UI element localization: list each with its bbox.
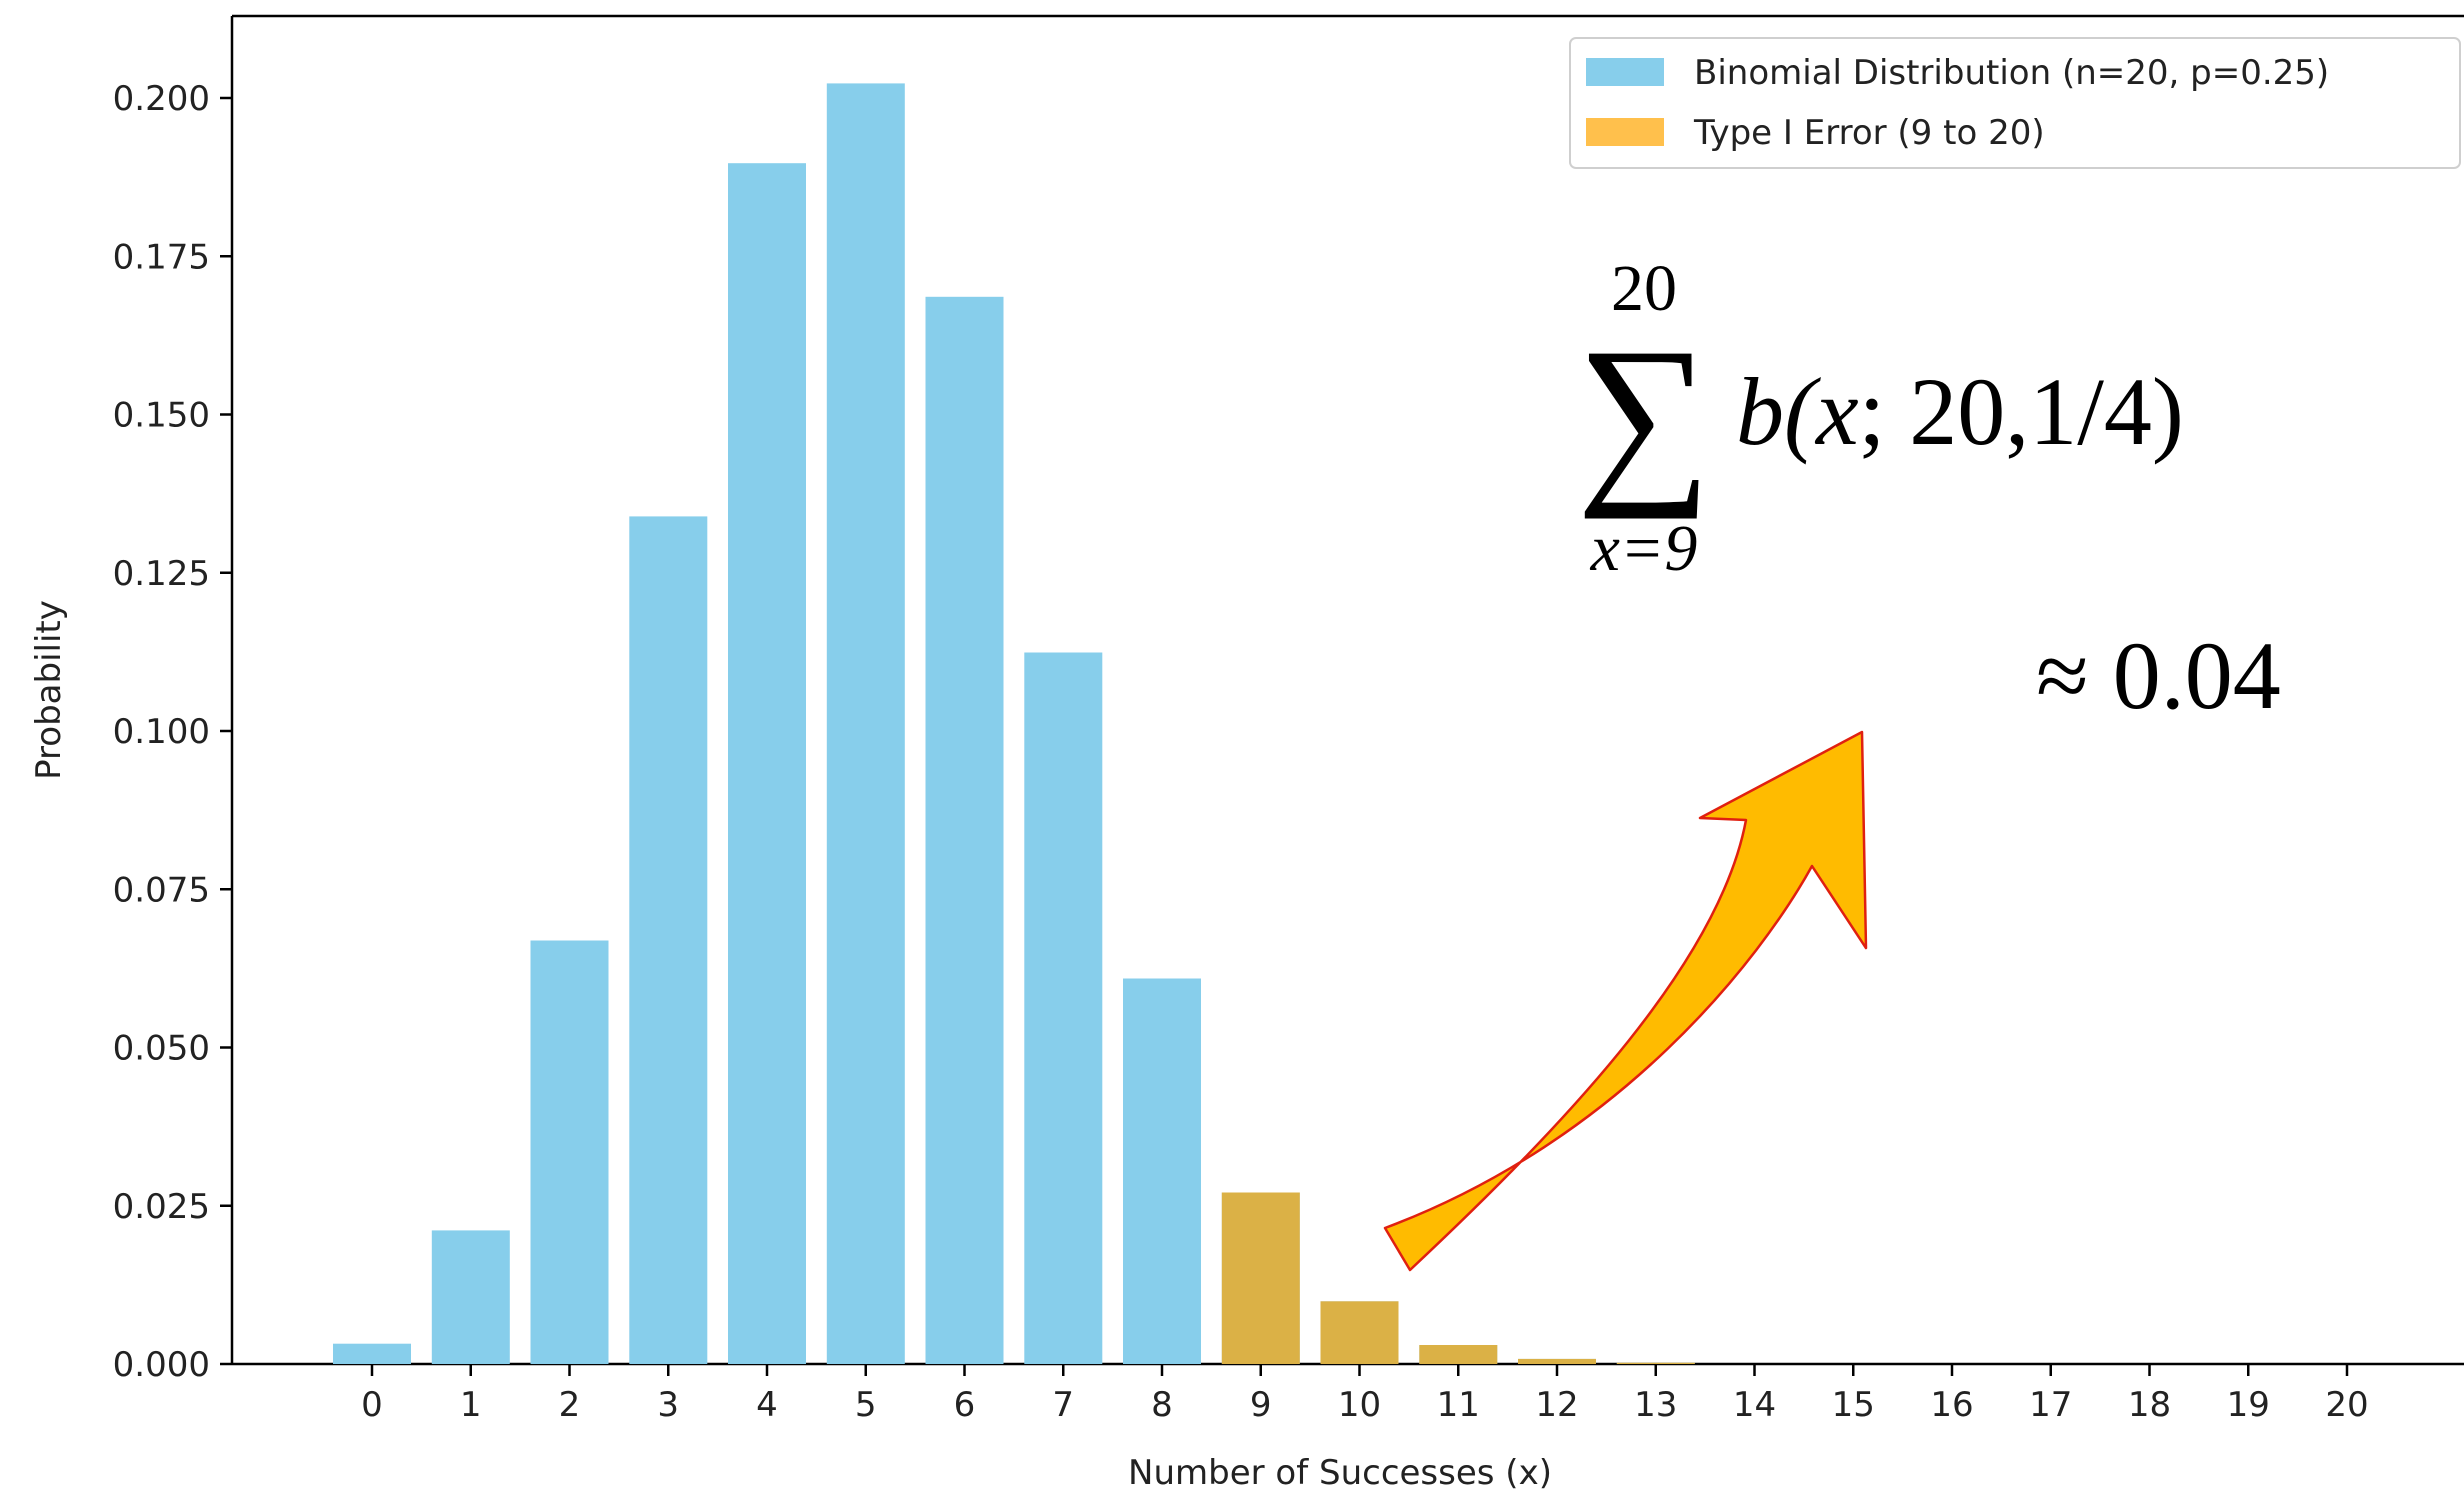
- x-tick-label: 11: [1437, 1385, 1480, 1425]
- expression-x: x: [1814, 358, 1859, 465]
- x-tick-label: 19: [2227, 1385, 2270, 1425]
- x-tick-label: 4: [756, 1385, 778, 1425]
- legend: Binomial Distribution (n=20, p=0.25) Typ…: [1569, 37, 2461, 169]
- legend-box: [1569, 37, 2461, 169]
- bar-binomial-6: [925, 296, 1004, 1364]
- bars-layer: [333, 83, 1695, 1365]
- x-tick-label: 12: [1535, 1385, 1578, 1425]
- y-tick-label: 0.150: [113, 396, 210, 436]
- x-axis: 0 1 2 3 4 5 6 7 8 9 10 11 12 13 14 15 16 17 18 19 20: [361, 1364, 2369, 1425]
- curved-arrow-icon: [1383, 730, 1868, 1272]
- bar-binomial-3: [629, 516, 708, 1364]
- bar-binomial-4: [728, 163, 806, 1365]
- y-tick-label: 0.125: [113, 554, 210, 594]
- x-tick-label: 0: [361, 1385, 383, 1425]
- y-axis-label: Probability: [29, 600, 69, 780]
- bar-binomial-1: [431, 1230, 510, 1364]
- y-axis: 0.000 0.025 0.050 0.075 0.100 0.125 0.150 0.175…: [113, 79, 232, 1385]
- y-tick-label: 0.075: [113, 870, 210, 910]
- legend-swatch-binomial: [1586, 58, 1664, 86]
- sum-result: ≈ 0.04: [2036, 622, 2281, 729]
- bar-binomial-0: [333, 1343, 411, 1364]
- sum-symbol: ∑: [1576, 310, 1711, 520]
- bar-type-i-error-9: [1221, 1192, 1300, 1364]
- x-tick-label: 6: [954, 1385, 976, 1425]
- y-tick-label: 0.175: [113, 237, 210, 277]
- legend-swatch-type-i-error: [1586, 118, 1664, 146]
- bar-binomial-5: [826, 83, 905, 1364]
- sum-upper-limit: 20: [1611, 252, 1677, 325]
- expression-rest: ; 20,1/4): [1859, 358, 2184, 465]
- y-tick-label: 0.025: [113, 1187, 210, 1227]
- bar-type-i-error-11: [1419, 1345, 1498, 1364]
- legend-label-type-i-error: Type I Error (9 to 20): [1693, 113, 2045, 153]
- x-tick-label: 1: [460, 1385, 482, 1425]
- x-tick-label: 3: [657, 1385, 679, 1425]
- x-tick-label: 8: [1151, 1385, 1173, 1425]
- x-tick-label: 9: [1250, 1385, 1272, 1425]
- expression-b: b(: [1736, 358, 1821, 465]
- x-tick-label: 16: [1930, 1385, 1973, 1425]
- sum-expression: b(x; 20,1/4): [1736, 358, 2184, 465]
- x-axis-label: Number of Successes (x): [1128, 1453, 1552, 1490]
- bar-binomial-7: [1024, 652, 1103, 1364]
- x-tick-label: 13: [1634, 1385, 1677, 1425]
- x-tick-label: 15: [1832, 1385, 1875, 1425]
- x-tick-label: 17: [2029, 1385, 2072, 1425]
- bar-type-i-error-13: [1616, 1362, 1695, 1364]
- x-tick-label: 7: [1052, 1385, 1074, 1425]
- x-tick-label: 2: [559, 1385, 581, 1425]
- bar-binomial-2: [530, 940, 609, 1364]
- x-tick-label: 10: [1338, 1385, 1381, 1425]
- legend-label-binomial: Binomial Distribution (n=20, p=0.25): [1694, 53, 2329, 93]
- bar-binomial-8: [1123, 978, 1201, 1364]
- x-tick-label: 14: [1733, 1385, 1776, 1425]
- y-tick-label: 0.100: [113, 712, 210, 752]
- y-tick-label: 0.050: [113, 1029, 210, 1069]
- y-tick-label: 0.200: [113, 79, 210, 119]
- x-tick-label: 18: [2128, 1385, 2171, 1425]
- bar-type-i-error-10: [1320, 1301, 1399, 1364]
- y-tick-label: 0.000: [113, 1345, 210, 1385]
- sum-lower-limit-text: x=9: [1590, 512, 1698, 585]
- formula-annotation: 20 ∑ x=9 b(x; 20,1/4) ≈ 0.04: [1576, 252, 2280, 729]
- x-tick-label: 20: [2325, 1385, 2368, 1425]
- x-tick-label: 5: [855, 1385, 877, 1425]
- bar-type-i-error-12: [1518, 1358, 1596, 1364]
- sum-lower-limit: x=9: [1590, 512, 1698, 585]
